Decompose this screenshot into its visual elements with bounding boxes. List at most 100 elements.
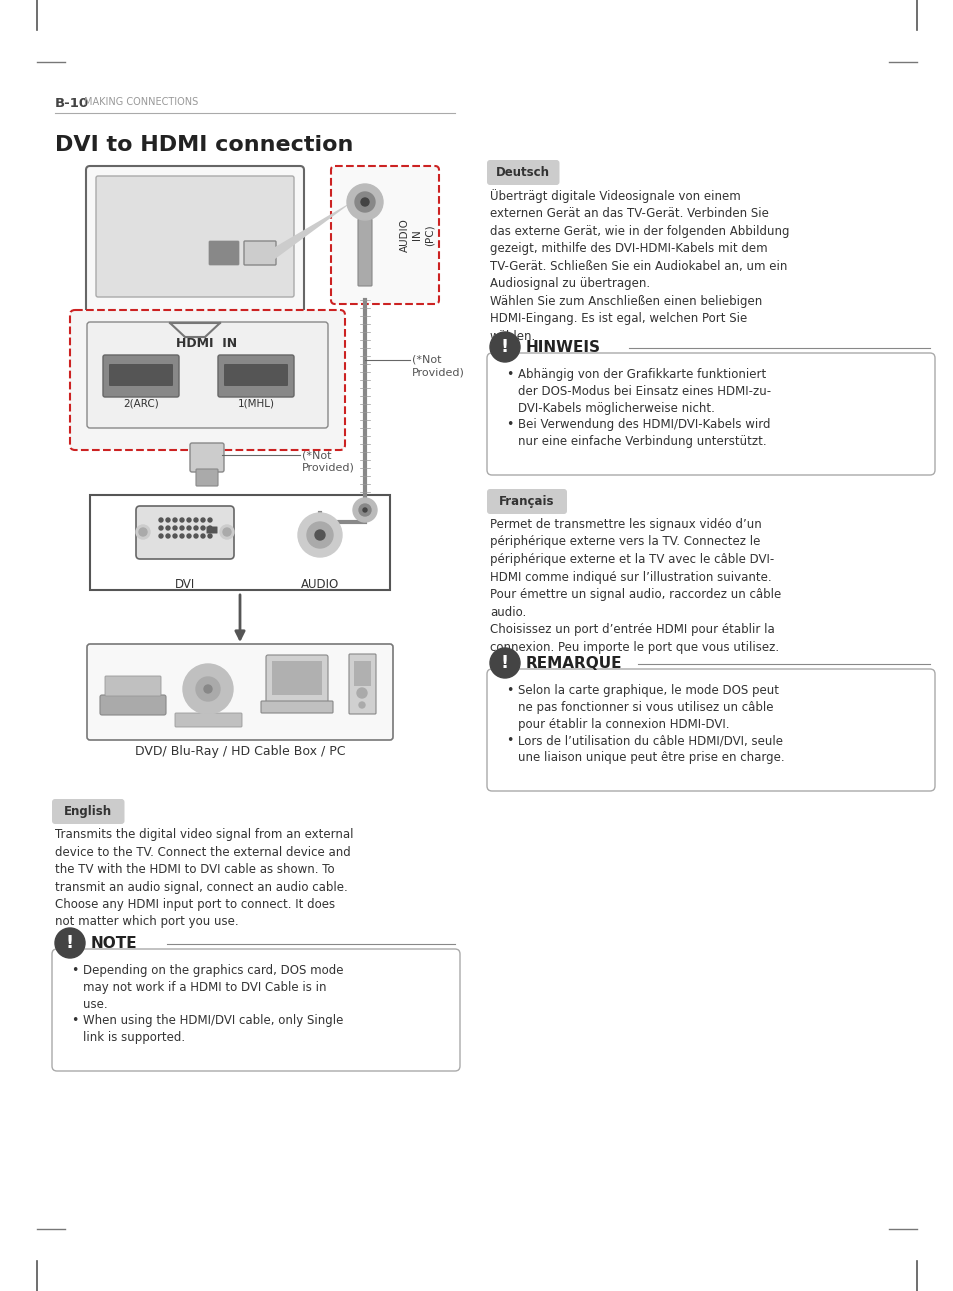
Circle shape (201, 525, 205, 531)
Text: Deutsch: Deutsch (496, 167, 550, 179)
FancyBboxPatch shape (266, 655, 328, 704)
Circle shape (180, 525, 184, 531)
Text: Abhängig von der Grafikkarte funktioniert
der DOS-Modus bei Einsatz eines HDMI-z: Abhängig von der Grafikkarte funktionier… (517, 368, 770, 414)
FancyBboxPatch shape (272, 661, 322, 695)
Circle shape (159, 525, 163, 531)
Circle shape (136, 525, 150, 540)
FancyBboxPatch shape (349, 655, 375, 714)
Circle shape (159, 534, 163, 538)
Circle shape (172, 534, 177, 538)
FancyBboxPatch shape (224, 364, 288, 386)
FancyBboxPatch shape (354, 661, 371, 686)
Text: HDMI  IN: HDMI IN (176, 337, 237, 350)
Text: DVI: DVI (174, 578, 195, 591)
Circle shape (166, 518, 170, 522)
Text: Permet de transmettre les signaux vidéo d’un
périphérique externe vers la TV. Co: Permet de transmettre les signaux vidéo … (490, 518, 781, 653)
Circle shape (490, 332, 519, 361)
Circle shape (187, 534, 191, 538)
Circle shape (159, 518, 163, 522)
FancyBboxPatch shape (52, 799, 125, 824)
Circle shape (360, 198, 369, 207)
Text: DVD/ Blu-Ray / HD Cable Box / PC: DVD/ Blu-Ray / HD Cable Box / PC (134, 745, 345, 758)
FancyBboxPatch shape (331, 167, 438, 303)
Text: English: English (64, 806, 112, 818)
FancyBboxPatch shape (486, 352, 934, 475)
Circle shape (358, 702, 365, 707)
Text: MAKING CONNECTIONS: MAKING CONNECTIONS (84, 97, 198, 107)
FancyBboxPatch shape (486, 489, 566, 514)
Text: 2(ARC): 2(ARC) (123, 399, 159, 409)
Circle shape (201, 534, 205, 538)
Text: Depending on the graphics card, DOS mode
may not work if a HDMI to DVI Cable is : Depending on the graphics card, DOS mode… (83, 964, 343, 1011)
FancyBboxPatch shape (87, 321, 328, 429)
Circle shape (356, 688, 367, 698)
Polygon shape (274, 200, 355, 259)
FancyBboxPatch shape (109, 364, 172, 386)
Text: •: • (71, 1013, 78, 1028)
Circle shape (193, 525, 198, 531)
FancyBboxPatch shape (486, 669, 934, 791)
Circle shape (201, 518, 205, 522)
Text: AUDIO
IN
(PC): AUDIO IN (PC) (399, 218, 434, 252)
FancyBboxPatch shape (244, 241, 275, 265)
FancyBboxPatch shape (357, 219, 372, 287)
Circle shape (195, 676, 220, 701)
Text: Lors de l’utilisation du câble HDMI/DVI, seule
une liaison unique peut être pris: Lors de l’utilisation du câble HDMI/DVI,… (517, 735, 783, 764)
Circle shape (363, 507, 367, 513)
Circle shape (172, 525, 177, 531)
FancyBboxPatch shape (103, 355, 179, 398)
Circle shape (220, 525, 233, 540)
Text: HINWEIS: HINWEIS (525, 340, 600, 355)
Text: Bei Verwendung des HDMI/DVI-Kabels wird
nur eine einfache Verbindung unterstützt: Bei Verwendung des HDMI/DVI-Kabels wird … (517, 418, 770, 448)
FancyBboxPatch shape (206, 527, 217, 533)
Circle shape (183, 664, 233, 714)
FancyBboxPatch shape (86, 167, 304, 329)
Circle shape (180, 518, 184, 522)
FancyBboxPatch shape (90, 494, 390, 590)
Text: Transmits the digital video signal from an external
device to the TV. Connect th: Transmits the digital video signal from … (55, 828, 354, 928)
Text: Überträgt digitale Videosignale von einem
externen Gerät an das TV-Gerät. Verbin: Überträgt digitale Videosignale von eine… (490, 188, 789, 343)
Circle shape (353, 498, 376, 522)
Circle shape (490, 648, 519, 678)
Text: Français: Français (498, 494, 554, 507)
FancyBboxPatch shape (209, 241, 239, 265)
Text: REMARQUE: REMARQUE (525, 656, 622, 671)
Text: NOTE: NOTE (91, 936, 137, 951)
FancyBboxPatch shape (190, 443, 224, 473)
FancyBboxPatch shape (174, 713, 242, 727)
Circle shape (187, 518, 191, 522)
Text: Selon la carte graphique, le mode DOS peut
ne pas fonctionner si vous utilisez u: Selon la carte graphique, le mode DOS pe… (517, 684, 779, 731)
FancyBboxPatch shape (70, 310, 345, 451)
Text: •: • (505, 368, 513, 381)
Circle shape (307, 522, 333, 547)
Circle shape (166, 525, 170, 531)
FancyBboxPatch shape (261, 701, 333, 713)
Circle shape (180, 534, 184, 538)
Circle shape (139, 528, 147, 536)
FancyBboxPatch shape (87, 644, 393, 740)
FancyBboxPatch shape (52, 949, 459, 1072)
FancyBboxPatch shape (218, 355, 294, 398)
Text: B-10: B-10 (55, 97, 89, 110)
Circle shape (193, 518, 198, 522)
FancyBboxPatch shape (195, 469, 218, 485)
Text: AUDIO: AUDIO (300, 578, 338, 591)
Circle shape (208, 534, 212, 538)
Circle shape (172, 518, 177, 522)
Circle shape (223, 528, 231, 536)
Text: (*Not
Provided): (*Not Provided) (302, 451, 355, 473)
Text: When using the HDMI/DVI cable, only Single
link is supported.: When using the HDMI/DVI cable, only Sing… (83, 1013, 343, 1044)
Text: •: • (505, 418, 513, 431)
Text: 1(MHL): 1(MHL) (237, 399, 274, 409)
Circle shape (166, 534, 170, 538)
Text: •: • (505, 735, 513, 747)
Circle shape (193, 534, 198, 538)
FancyBboxPatch shape (105, 676, 161, 696)
Text: •: • (505, 684, 513, 697)
Text: !: ! (500, 655, 509, 673)
Circle shape (208, 518, 212, 522)
Circle shape (347, 185, 382, 219)
FancyBboxPatch shape (96, 176, 294, 297)
Circle shape (297, 513, 341, 556)
Circle shape (55, 928, 85, 958)
